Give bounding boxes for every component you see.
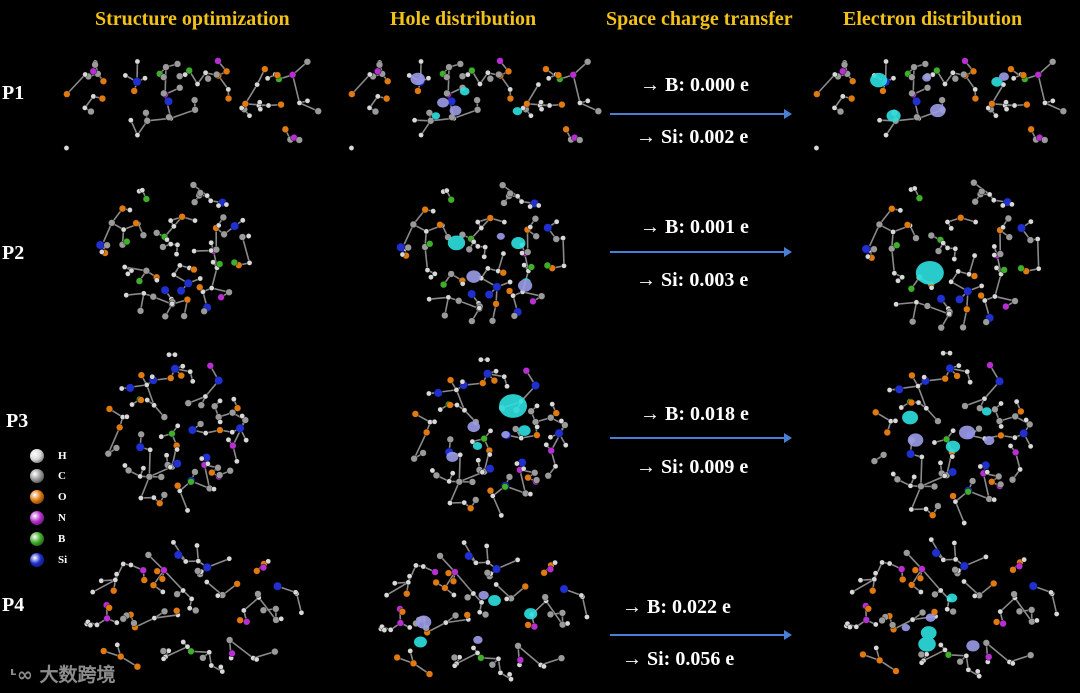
atoms [104,351,249,514]
b-transfer-p3: → B: 0.018 e [640,403,749,426]
watermark-text: 大数跨境 [39,664,116,686]
arrow-glyph: → [636,269,656,291]
atoms [861,179,1042,332]
legend-label-si: Si [58,554,68,566]
transfer-arrow-p3 [610,433,792,443]
si-transfer-value: Si: 0.002 e [661,126,749,148]
legend-swatch-si [30,553,44,567]
hole-isosurface [447,232,533,292]
transfer-arrow-p4 [610,630,792,640]
atoms [63,57,322,151]
si-transfer-value: Si: 0.056 e [647,648,735,670]
b-transfer-p4: → B: 0.022 e [622,596,731,619]
hole-isosurface [446,394,531,462]
si-transfer-p1: → Si: 0.002 e [636,126,748,149]
molecule-p3-electron [870,350,1034,526]
header-space-charge-transfer: Space charge transfer [606,8,793,30]
arrow-glyph: → [622,596,642,618]
row-label-p2: P2 [2,242,25,264]
legend-label-b: B [58,533,66,545]
atoms [378,539,590,682]
hole-isosurface [413,590,538,648]
row-label-p1: P1 [2,82,25,104]
legend-swatch-n [30,511,44,525]
molecule-p2-hole [396,181,567,325]
electron-isosurface [901,593,980,652]
arrow-glyph: → [622,648,642,670]
watermark: ᶫ∞ 大数跨境 [10,660,116,687]
row-label-p3: P3 [6,410,29,432]
legend-swatch-h [30,449,44,463]
molecule-p4-electron [843,536,1060,679]
b-transfer-value: B: 0.018 e [665,403,749,425]
b-transfer-value: B: 0.022 e [647,596,731,618]
b-transfer-value: B: 0.000 e [665,74,749,96]
legend-label-h: H [58,450,67,462]
header-structure-optimization: Structure optimization [95,8,290,30]
si-transfer-p2: → Si: 0.003 e [636,269,748,292]
b-transfer-value: B: 0.001 e [665,216,749,238]
hole-isosurface [410,72,523,120]
molecule-p1-hole [348,57,602,151]
molecule-p3-structure [104,351,249,514]
atoms [95,181,253,320]
b-transfer-p1: → B: 0.000 e [640,74,749,97]
electron-isosurface [902,407,995,453]
arrow-glyph: → [640,74,660,96]
si-transfer-value: Si: 0.003 e [661,269,749,291]
atoms [843,536,1060,679]
si-transfer-p4: → Si: 0.056 e [622,648,734,671]
b-transfer-p2: → B: 0.001 e [640,216,749,239]
si-transfer-p3: → Si: 0.009 e [636,456,748,479]
molecule-p4-structure [83,539,305,675]
legend-swatch-b [30,532,44,546]
electron-isosurface [870,72,1009,122]
atoms [348,57,602,151]
legend-label-n: N [58,512,66,524]
molecule-p3-hole [410,356,569,519]
molecule-p2-structure [95,181,253,320]
atoms [870,350,1034,526]
legend-label-o: O [58,491,67,503]
watermark-logo-icon: ᶫ∞ [10,664,33,686]
arrow-glyph: → [636,456,656,478]
molecule-p2-electron [861,179,1042,332]
atoms [813,57,1067,151]
row-label-p4: P4 [2,594,25,616]
header-electron-distribution: Electron distribution [843,8,1023,30]
atoms [396,181,567,325]
arrow-glyph: → [636,126,656,148]
legend-swatch-o [30,490,44,504]
molecule-p4-hole [378,539,590,682]
transfer-arrow-p2 [610,247,792,257]
electron-isosurface [915,260,944,285]
si-transfer-value: Si: 0.009 e [661,456,749,478]
arrow-glyph: → [640,403,660,425]
molecule-p1-electron [813,57,1067,151]
arrow-glyph: → [640,216,660,238]
atoms [410,356,569,519]
transfer-arrow-p1 [610,109,792,119]
molecule-p1-structure [63,57,322,151]
legend-swatch-c [30,469,44,483]
header-hole-distribution: Hole distribution [390,8,537,30]
legend-label-c: C [58,470,66,482]
atoms [83,539,305,675]
